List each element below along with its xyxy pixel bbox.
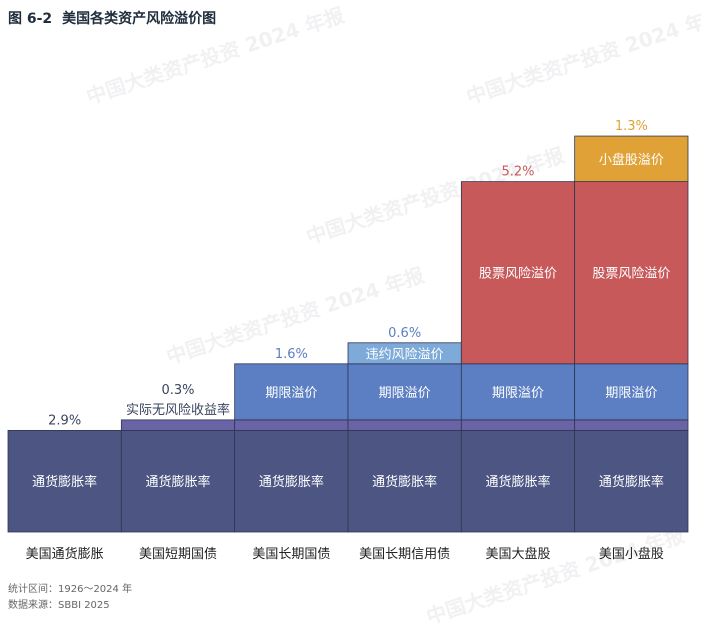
bar-segment-label: 通货膨胀率 [372,474,437,490]
period-note: 统计区间：1926～2024 年 [8,584,133,595]
bar-segment [234,419,349,431]
bar-segment-label: 小盘股溢价 [599,152,664,168]
x-tick-label: 美国通货膨胀 [26,546,104,562]
bar-segment [7,429,122,533]
bar-segment [574,181,689,365]
source-note: 数据来源：SBBI 2025 [8,600,110,611]
data-label: 实际无风险收益率 [126,402,230,418]
bar-segment-label: 期限溢价 [492,386,544,401]
bar-segment-label: 股票风险溢价 [592,267,670,282]
chart-title: 图 6-2 美国各类资产风险溢价图 [8,8,216,28]
data-label: 2.9% [48,413,81,428]
bar-segment-label: 通货膨胀率 [32,474,97,490]
bar-segment [574,135,689,183]
bar-segment-label: 通货膨胀率 [145,474,210,490]
data-label: 0.6% [388,326,421,341]
stacked-bar-chart: 通货膨胀率美国通货膨胀通货膨胀率美国短期国债通货膨胀率期限溢价美国长期国债通货膨… [7,119,689,562]
bar-segment [460,419,576,431]
bar-segment-label: 违约风险溢价 [366,347,444,362]
figure-title: 美国各类资产风险溢价图 [62,11,217,27]
bar-segment [120,419,236,431]
bar-segment-label: 期限溢价 [379,386,431,401]
bar-segment-label: 股票风险溢价 [479,267,557,282]
bar-segment [460,363,576,421]
bar-segment-label: 通货膨胀率 [485,474,550,490]
bar-segment [574,429,689,533]
chart-footer: 统计区间：1926～2024 年 数据来源：SBBI 2025 [8,582,132,614]
bar-segment [460,429,576,533]
bar-segment [574,419,689,431]
data-label: 1.3% [615,119,648,134]
bar-segment [347,419,462,431]
bar-segment [234,429,349,533]
x-tick-label: 美国长期信用债 [359,547,450,562]
bar-segment [574,363,689,421]
x-tick-label: 美国长期国债 [252,547,330,562]
x-tick-label: 美国短期国债 [139,547,217,562]
data-label: 0.3% [161,383,194,398]
bar-segment [460,181,576,365]
bar-segment-label: 期限溢价 [605,386,657,401]
x-tick-label: 美国小盘股 [599,546,664,562]
bar-segment-label: 通货膨胀率 [599,474,664,490]
bar-segment-label: 通货膨胀率 [259,474,324,490]
bar-segment-label: 期限溢价 [265,386,317,401]
figure-number: 图 6-2 [8,11,53,27]
bar-segment [234,363,349,421]
data-label: 5.2% [501,165,534,180]
data-label: 1.6% [275,347,308,362]
x-tick-label: 美国大盘股 [485,546,550,562]
